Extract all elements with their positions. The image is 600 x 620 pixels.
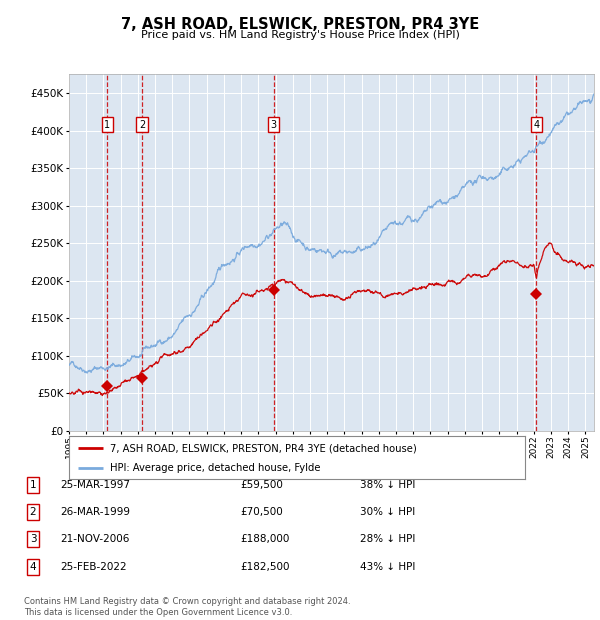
Text: 4: 4 xyxy=(29,562,37,572)
Text: 26-MAR-1999: 26-MAR-1999 xyxy=(60,507,130,517)
Text: 25-MAR-1997: 25-MAR-1997 xyxy=(60,480,130,490)
Text: 3: 3 xyxy=(29,534,37,544)
Text: 25-FEB-2022: 25-FEB-2022 xyxy=(60,562,127,572)
Text: £182,500: £182,500 xyxy=(240,562,290,572)
Text: Contains HM Land Registry data © Crown copyright and database right 2024.
This d: Contains HM Land Registry data © Crown c… xyxy=(24,598,350,617)
Text: £188,000: £188,000 xyxy=(240,534,289,544)
Text: 1: 1 xyxy=(104,120,110,130)
Text: 7, ASH ROAD, ELSWICK, PRESTON, PR4 3YE (detached house): 7, ASH ROAD, ELSWICK, PRESTON, PR4 3YE (… xyxy=(110,443,417,453)
Text: 28% ↓ HPI: 28% ↓ HPI xyxy=(360,534,415,544)
Text: 7, ASH ROAD, ELSWICK, PRESTON, PR4 3YE: 7, ASH ROAD, ELSWICK, PRESTON, PR4 3YE xyxy=(121,17,479,32)
Text: £59,500: £59,500 xyxy=(240,480,283,490)
Text: 38% ↓ HPI: 38% ↓ HPI xyxy=(360,480,415,490)
Text: 43% ↓ HPI: 43% ↓ HPI xyxy=(360,562,415,572)
Text: HPI: Average price, detached house, Fylde: HPI: Average price, detached house, Fyld… xyxy=(110,463,320,473)
Text: £70,500: £70,500 xyxy=(240,507,283,517)
Text: 4: 4 xyxy=(533,120,539,130)
Text: 3: 3 xyxy=(271,120,277,130)
Text: 2: 2 xyxy=(29,507,37,517)
Text: 21-NOV-2006: 21-NOV-2006 xyxy=(60,534,130,544)
Text: 30% ↓ HPI: 30% ↓ HPI xyxy=(360,507,415,517)
Text: 2: 2 xyxy=(139,120,145,130)
Text: 1: 1 xyxy=(29,480,37,490)
Text: Price paid vs. HM Land Registry's House Price Index (HPI): Price paid vs. HM Land Registry's House … xyxy=(140,30,460,40)
